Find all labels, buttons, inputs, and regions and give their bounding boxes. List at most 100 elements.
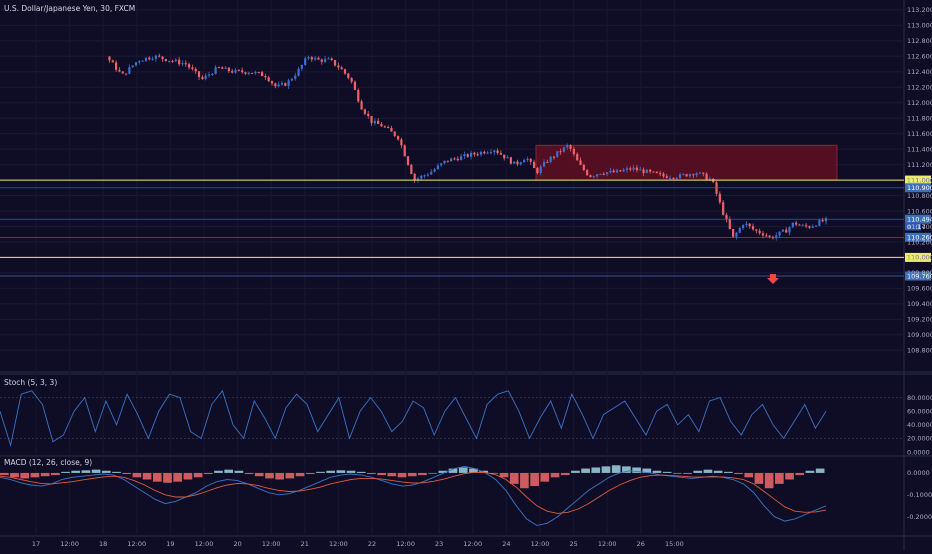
macd-histogram-bar [152, 472, 162, 482]
candle-body [602, 173, 605, 175]
candle-body [330, 58, 333, 61]
candle-body [765, 235, 768, 237]
macd-histogram-bar [163, 472, 172, 483]
candle-body [340, 67, 343, 70]
candle-body [499, 152, 503, 155]
candle-body [300, 64, 303, 69]
candle-body [635, 167, 639, 171]
y-tick-label: 112.600 [907, 53, 932, 61]
candle-body [814, 225, 818, 227]
candle-body [337, 65, 340, 68]
candle-body [605, 172, 609, 175]
x-tick-label: 12:00 [60, 540, 79, 548]
candle-body [251, 72, 254, 74]
macd-macd-line [0, 465, 827, 526]
macd-histogram-bar [652, 470, 662, 473]
macd-histogram-bar [489, 472, 499, 474]
macd-histogram-bar [571, 470, 580, 473]
macd-histogram-bar [469, 468, 478, 473]
candle-body [280, 83, 284, 85]
candle-body [529, 158, 532, 162]
candle-body [115, 62, 118, 70]
macd-histogram-bar [377, 472, 386, 476]
macd-histogram-bar [346, 470, 356, 473]
candle-body [592, 176, 595, 178]
y-tick-label: 108.800 [907, 347, 932, 355]
x-tick-label: 12:00 [396, 540, 415, 548]
candle-body [688, 174, 692, 177]
macd-histogram-bar [632, 467, 641, 473]
candle-body [436, 165, 439, 170]
candle-body [304, 58, 307, 65]
x-tick-label: 18 [99, 540, 107, 548]
candle-body [708, 178, 711, 180]
candle-body [682, 174, 685, 176]
candle-body [509, 157, 512, 164]
candle-body [257, 72, 260, 74]
candle-body [523, 160, 526, 163]
y-tick-label: 110.200 [907, 238, 932, 246]
candle-body [506, 157, 509, 159]
candle-body [549, 156, 552, 163]
macd-histogram-bar [418, 472, 427, 476]
macd-histogram-bar [540, 472, 550, 482]
candle-body [214, 67, 217, 74]
candle-body [732, 229, 735, 237]
macd-histogram-bar [112, 471, 121, 473]
candle-body [811, 226, 814, 228]
candle-body [542, 161, 546, 167]
macd-histogram-bar [683, 472, 692, 475]
x-tick-label: 19 [166, 540, 174, 548]
candle-body [493, 150, 496, 153]
candle-body [562, 147, 566, 152]
candle-body [141, 60, 144, 62]
candle-body [274, 83, 277, 87]
candle-body [111, 60, 114, 63]
candle-body [124, 73, 128, 75]
countdown-tag [905, 222, 921, 231]
macd-histogram-bar [795, 472, 805, 476]
candle-body [277, 84, 280, 87]
x-tick-label: 12:00 [598, 540, 617, 548]
candle-body [659, 173, 662, 175]
candle-body [668, 177, 672, 179]
candle-body [516, 161, 519, 165]
macd-histogram-bar [407, 472, 417, 477]
macd-histogram-bar [764, 472, 774, 489]
candle-body [314, 57, 317, 60]
macd-histogram-bar [234, 470, 244, 473]
candle-body [168, 60, 171, 62]
candle-body [785, 229, 788, 233]
macd-histogram-bar [581, 468, 590, 473]
candle-body [320, 59, 323, 62]
x-tick-label: 23 [435, 540, 443, 548]
candle-body [804, 225, 808, 227]
macd-histogram-bar [815, 468, 825, 473]
candle-body [483, 151, 486, 154]
y-tick-label: 109.000 [907, 331, 932, 339]
candle-body [818, 220, 821, 226]
macd-histogram-bar [448, 468, 458, 473]
candle-body [383, 126, 386, 128]
candle-body [642, 169, 645, 174]
candle-body [808, 226, 811, 228]
candle-body [310, 57, 313, 60]
candle-body [735, 232, 738, 237]
candle-body [801, 225, 804, 227]
macd-histogram-bar [438, 470, 448, 473]
candle-body [333, 60, 337, 66]
candle-body [393, 131, 396, 137]
candle-body [655, 171, 658, 174]
candle-body [294, 75, 297, 79]
x-tick-label: 12:00 [531, 540, 550, 548]
y-tick-label: 109.800 [907, 269, 932, 277]
candle-body [184, 63, 187, 65]
candle-body [579, 160, 582, 165]
price-level-tag [905, 183, 931, 193]
x-tick-label: 12:00 [329, 540, 348, 548]
candle-body [307, 57, 310, 59]
macd-histogram-bar [336, 470, 346, 473]
candle-body [460, 156, 463, 161]
candle-body [144, 57, 148, 61]
chart-title: U.S. Dollar/Japanese Yen, 30, FXCM [4, 4, 135, 13]
